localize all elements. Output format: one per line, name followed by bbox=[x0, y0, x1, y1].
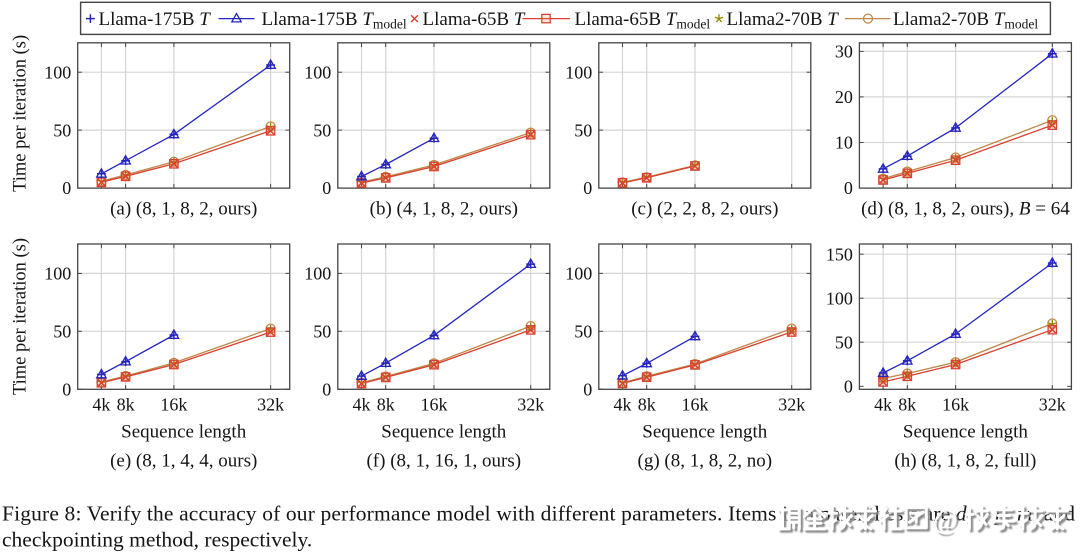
svg-text:100: 100 bbox=[826, 288, 853, 308]
svg-text:100: 100 bbox=[44, 62, 71, 82]
svg-text:32k: 32k bbox=[1039, 394, 1066, 414]
svg-text:100: 100 bbox=[565, 62, 592, 82]
svg-text:150: 150 bbox=[826, 244, 853, 264]
svg-text:50: 50 bbox=[313, 322, 331, 342]
svg-text:32k: 32k bbox=[517, 394, 544, 414]
svg-text:0: 0 bbox=[583, 379, 592, 399]
svg-text:(a) (8, 1, 8, 2, ours): (a) (8, 1, 8, 2, ours) bbox=[110, 199, 257, 220]
svg-text:Llama-65B T: Llama-65B T bbox=[423, 9, 526, 30]
svg-text:Time per iteration (s): Time per iteration (s) bbox=[11, 238, 31, 395]
svg-text:Llama2-70B Tmodel: Llama2-70B Tmodel bbox=[893, 9, 1038, 32]
svg-text:4k: 4k bbox=[874, 394, 892, 414]
svg-text:100: 100 bbox=[304, 264, 331, 284]
svg-text:30: 30 bbox=[835, 42, 853, 62]
svg-text:50: 50 bbox=[574, 120, 592, 140]
svg-text:16k: 16k bbox=[160, 394, 187, 414]
svg-text:checkpointing method, respecti: checkpointing method, respectively. bbox=[2, 527, 312, 551]
svg-text:0: 0 bbox=[322, 178, 331, 198]
svg-text:4k: 4k bbox=[614, 394, 632, 414]
svg-text:@: @ bbox=[933, 505, 958, 535]
svg-text:8k: 8k bbox=[898, 394, 916, 414]
svg-text:50: 50 bbox=[835, 332, 853, 352]
svg-text:50: 50 bbox=[574, 322, 592, 342]
svg-text:Sequence length: Sequence length bbox=[903, 421, 1029, 442]
svg-text:50: 50 bbox=[53, 322, 71, 342]
svg-text:@: @ bbox=[935, 507, 960, 537]
svg-text:Llama-175B T: Llama-175B T bbox=[99, 9, 212, 30]
svg-text:Time per iteration (s): Time per iteration (s) bbox=[11, 35, 31, 192]
svg-text:Sequence length: Sequence length bbox=[381, 421, 507, 442]
svg-text:0: 0 bbox=[322, 379, 331, 399]
svg-text:0: 0 bbox=[583, 178, 592, 198]
svg-text:Llama2-70B T: Llama2-70B T bbox=[727, 9, 840, 30]
svg-text:0: 0 bbox=[62, 379, 71, 399]
svg-text:8k: 8k bbox=[377, 394, 395, 414]
svg-text:(d) (8, 1, 8, 2, ours), B = 64: (d) (8, 1, 8, 2, ours), B = 64 bbox=[861, 199, 1070, 220]
svg-text:20: 20 bbox=[835, 87, 853, 107]
svg-text:32k: 32k bbox=[778, 394, 805, 414]
svg-text:100: 100 bbox=[304, 62, 331, 82]
svg-text:(h) (8, 1, 8, 2, full): (h) (8, 1, 8, 2, full) bbox=[894, 451, 1036, 472]
svg-text:16k: 16k bbox=[682, 394, 709, 414]
svg-text:16k: 16k bbox=[942, 394, 969, 414]
svg-text:(f) (8, 1, 16, 1, ours): (f) (8, 1, 16, 1, ours) bbox=[366, 451, 521, 472]
svg-text:Llama-175B Tmodel: Llama-175B Tmodel bbox=[262, 9, 407, 32]
svg-text:4k: 4k bbox=[353, 394, 371, 414]
svg-text:100: 100 bbox=[44, 264, 71, 284]
svg-text:(e) (8, 1, 4, 4, ours): (e) (8, 1, 4, 4, ours) bbox=[110, 451, 257, 472]
svg-text:100: 100 bbox=[565, 264, 592, 284]
svg-text:50: 50 bbox=[53, 120, 71, 140]
svg-text:0: 0 bbox=[844, 377, 853, 397]
svg-text:Sequence length: Sequence length bbox=[642, 421, 768, 442]
svg-text:(g) (8, 1, 8, 2, no): (g) (8, 1, 8, 2, no) bbox=[638, 451, 773, 472]
svg-text:50: 50 bbox=[313, 120, 331, 140]
svg-text:0: 0 bbox=[844, 178, 853, 198]
svg-text:8k: 8k bbox=[117, 394, 135, 414]
svg-text:8k: 8k bbox=[638, 394, 656, 414]
svg-text:(b) (4, 1, 8, 2, ours): (b) (4, 1, 8, 2, ours) bbox=[370, 199, 518, 220]
svg-text:32k: 32k bbox=[257, 394, 284, 414]
svg-text:4k: 4k bbox=[92, 394, 110, 414]
svg-text:16k: 16k bbox=[421, 394, 448, 414]
svg-text:(c) (2, 2, 8, 2, ours): (c) (2, 2, 8, 2, ours) bbox=[631, 199, 778, 220]
svg-text:10: 10 bbox=[835, 133, 853, 153]
svg-text:Sequence length: Sequence length bbox=[121, 421, 247, 442]
svg-text:0: 0 bbox=[62, 178, 71, 198]
